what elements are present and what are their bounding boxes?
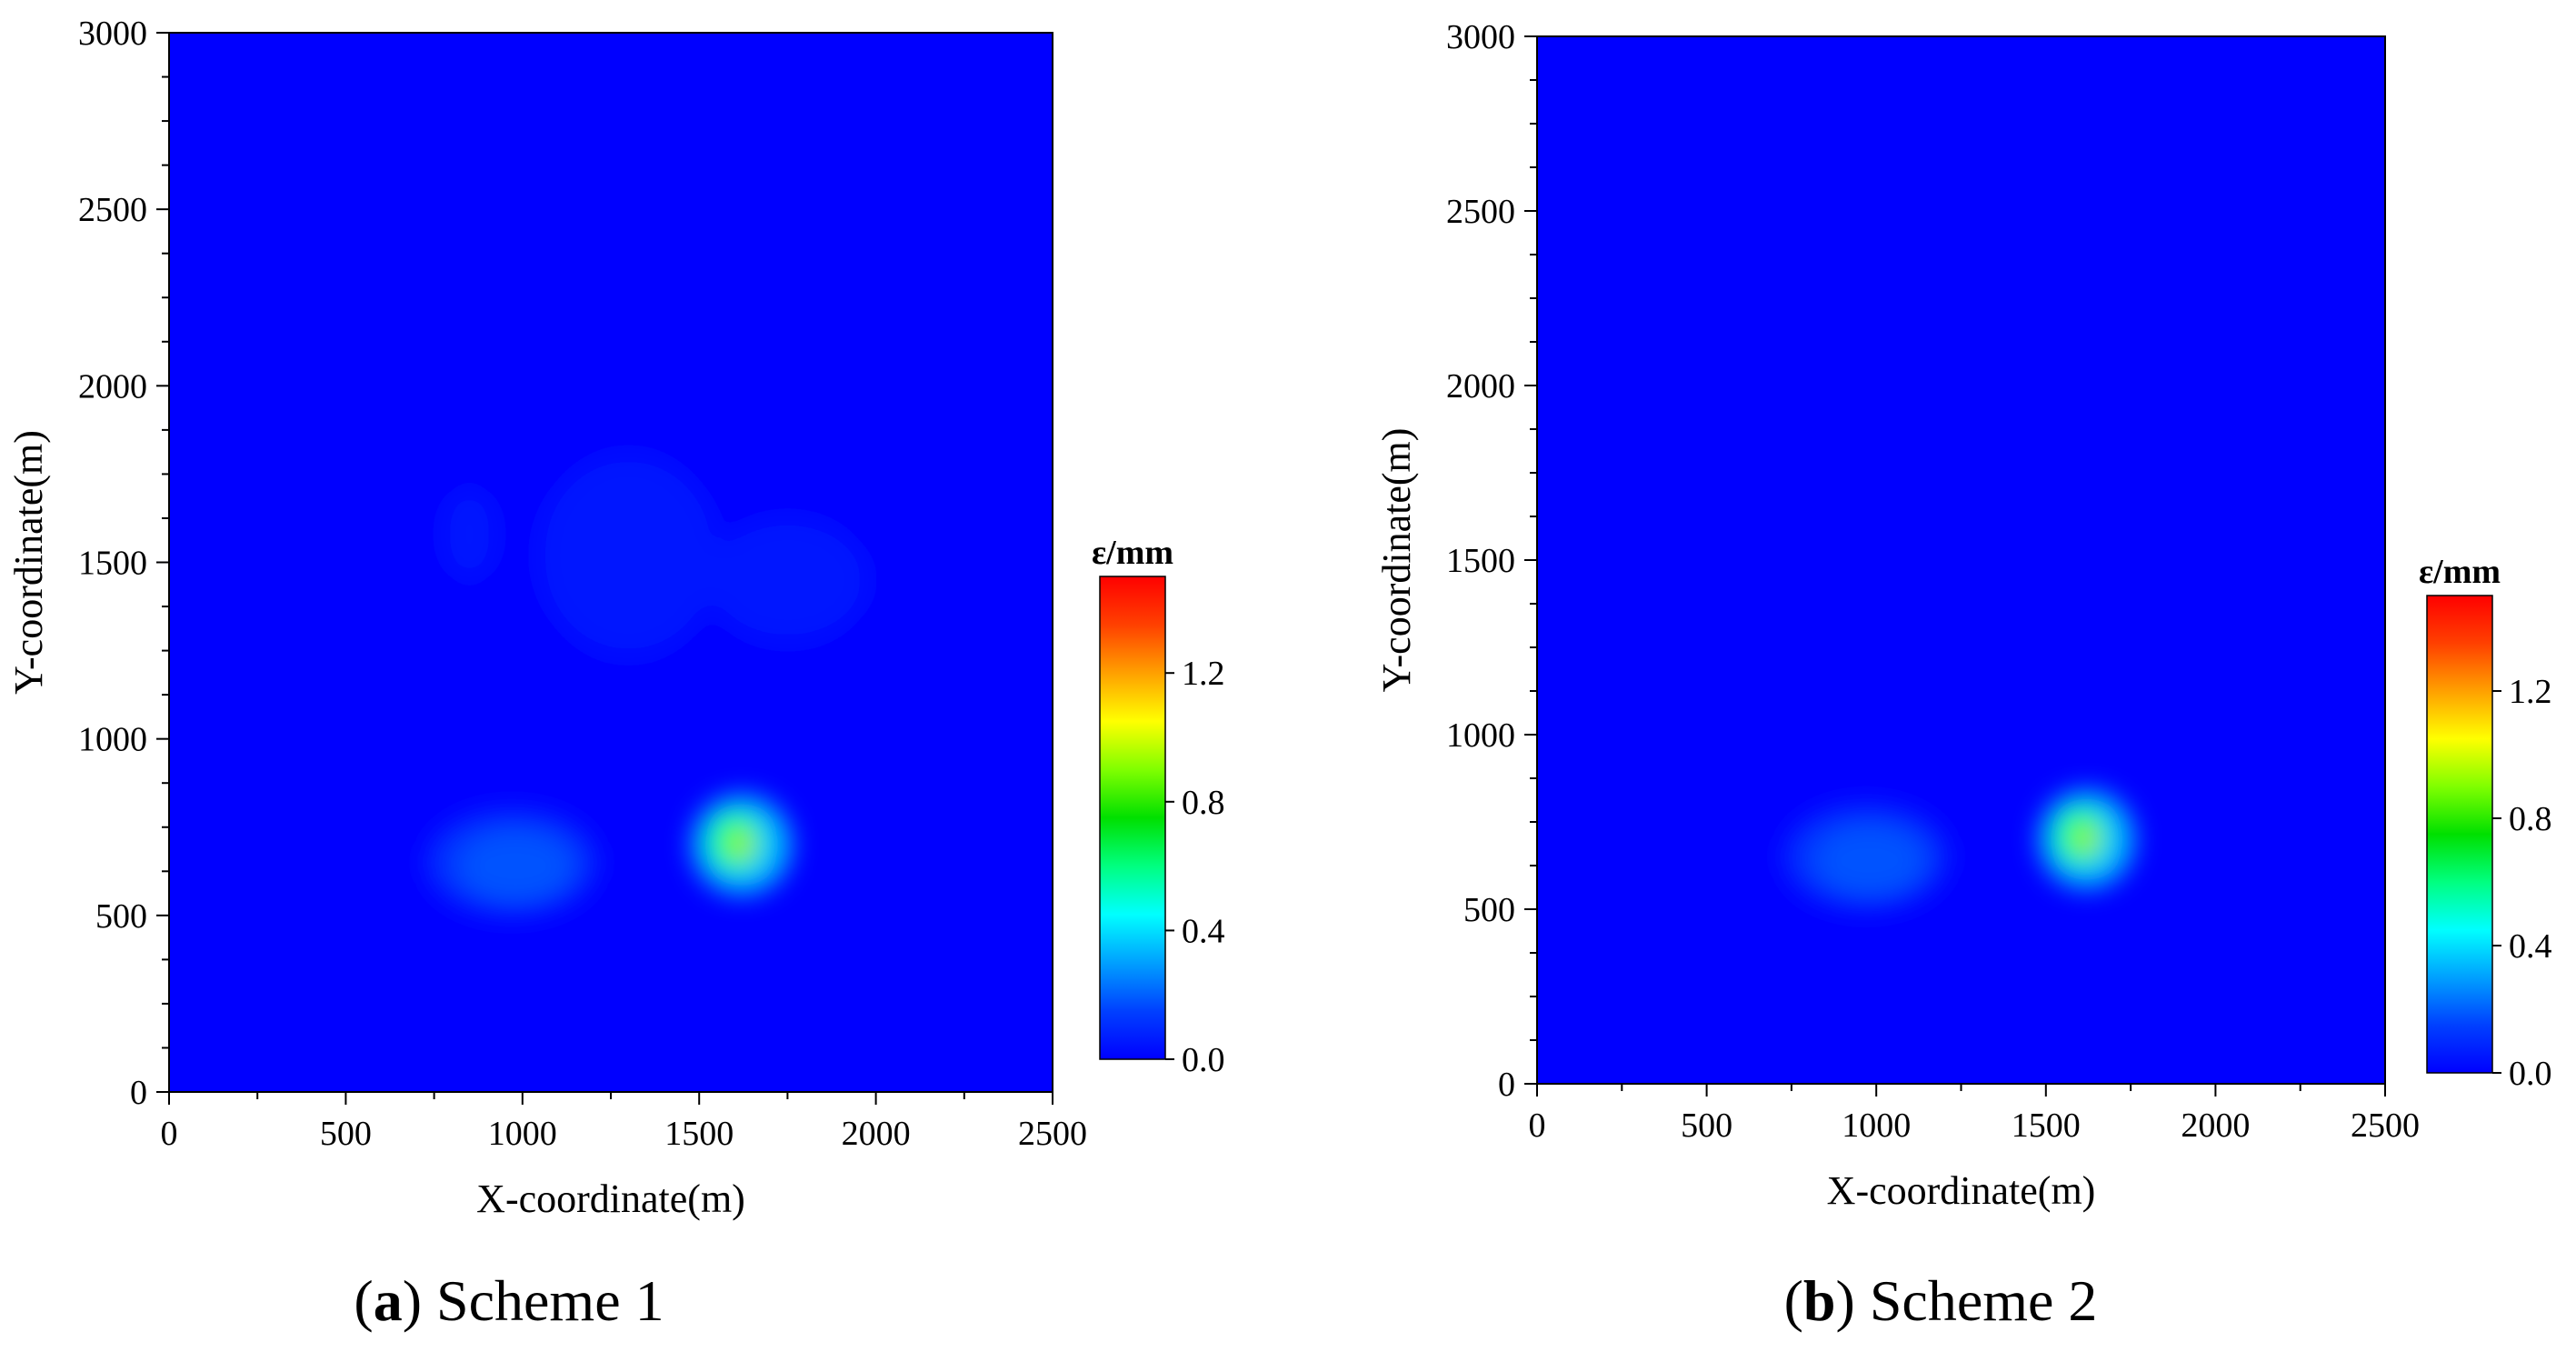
y-tick-label: 2000 bbox=[78, 367, 147, 406]
y-tick-label: 500 bbox=[1463, 891, 1515, 929]
y-tick-label: 0 bbox=[1498, 1066, 1515, 1104]
x-tick-label: 500 bbox=[1681, 1107, 1732, 1145]
heatmap-region bbox=[737, 837, 745, 852]
heatmap-region bbox=[705, 516, 869, 644]
heatmap-region bbox=[1815, 825, 1924, 896]
y-axis-title: Y-coordinate(m) bbox=[6, 430, 51, 695]
y-tick-label: 1000 bbox=[78, 721, 147, 759]
y-tick-label: 3000 bbox=[78, 15, 147, 53]
y-tick-label: 2000 bbox=[1446, 367, 1515, 406]
y-tick-label: 1500 bbox=[78, 545, 147, 583]
x-tick-label: 1500 bbox=[664, 1115, 734, 1153]
heatmap-region bbox=[441, 487, 498, 580]
x-tick-label: 1000 bbox=[1842, 1107, 1911, 1145]
x-tick-label: 2000 bbox=[842, 1115, 911, 1153]
x-tick-label: 500 bbox=[320, 1115, 372, 1153]
colorbar-tick-label: 0.4 bbox=[1182, 912, 1225, 950]
y-tick-label: 500 bbox=[95, 897, 147, 936]
x-tick-label: 0 bbox=[161, 1115, 178, 1153]
x-tick-label: 1500 bbox=[2012, 1107, 2081, 1145]
x-tick-label: 2500 bbox=[1018, 1115, 1087, 1153]
colorbar-title: ε/mm bbox=[2419, 553, 2501, 591]
y-tick-label: 1000 bbox=[1446, 716, 1515, 755]
colorbar-tick-label: 0.0 bbox=[1182, 1041, 1225, 1079]
x-tick-label: 1000 bbox=[488, 1115, 557, 1153]
heatmap-region bbox=[458, 830, 573, 902]
colorbar bbox=[2426, 595, 2493, 1074]
caption-scheme-1: (a) Scheme 1 bbox=[354, 1268, 664, 1333]
x-tick-label: 2000 bbox=[2181, 1107, 2250, 1145]
panel-scheme-1: 0 500 1000 1500 2000 2500 0 500 1000 1500 2000 2500… bbox=[6, 15, 1225, 1221]
heatmap-field bbox=[1537, 36, 2385, 1084]
heatmap-region bbox=[2082, 832, 2091, 846]
heatmap-region bbox=[536, 453, 721, 658]
y-tick-label: 2500 bbox=[1446, 193, 1515, 231]
y-tick-label: 2500 bbox=[78, 191, 147, 229]
heatmap-regions bbox=[1784, 790, 2134, 910]
x-axis-title: X-coordinate(m) bbox=[1827, 1168, 2096, 1213]
colorbar-tick-label: 0.0 bbox=[2509, 1055, 2552, 1093]
colorbar-title: ε/mm bbox=[1092, 534, 1173, 572]
colorbar-tick-label: 1.2 bbox=[2509, 673, 2552, 711]
y-tick-label: 1500 bbox=[1446, 542, 1515, 580]
caption-scheme-2: (b) Scheme 2 bbox=[1784, 1268, 2098, 1333]
x-axis-title: X-coordinate(m) bbox=[476, 1177, 745, 1221]
y-axis-title: Y-coordinate(m) bbox=[1374, 428, 1419, 693]
heatmap-regions bbox=[426, 453, 869, 916]
colorbar bbox=[1099, 576, 1166, 1060]
colorbar-tick-label: 0.8 bbox=[1182, 784, 1225, 822]
y-tick-label: 0 bbox=[130, 1074, 147, 1112]
x-tick-label: 2500 bbox=[2351, 1107, 2420, 1145]
colorbar-tick-label: 1.2 bbox=[1182, 655, 1225, 693]
panel-scheme-2: 0 500 1000 1500 2000 2500 0 500 1000 1500 2000 2500… bbox=[1374, 18, 2552, 1213]
y-tick-label: 3000 bbox=[1446, 18, 1515, 56]
colorbar-tick-label: 0.4 bbox=[2509, 927, 2552, 966]
colorbar-tick-label: 0.8 bbox=[2509, 800, 2552, 838]
x-tick-label: 0 bbox=[1529, 1107, 1546, 1145]
